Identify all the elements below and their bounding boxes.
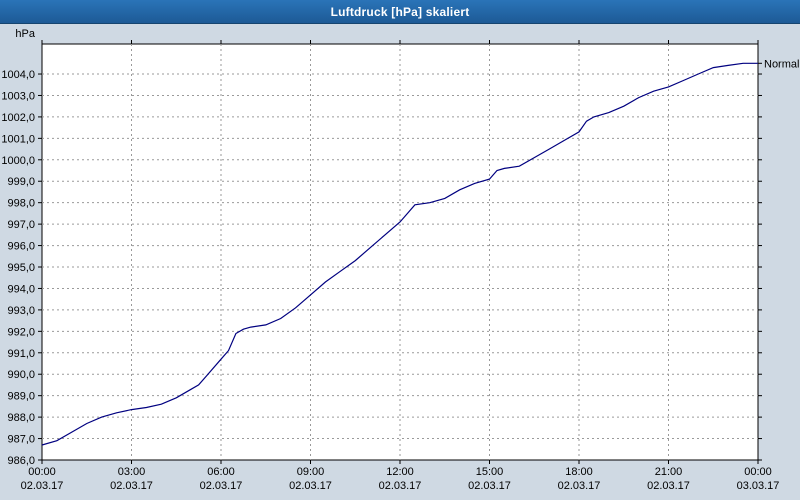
y-tick-label: 997,0	[7, 219, 35, 231]
x-tick-time: 00:00	[744, 466, 772, 478]
x-tick-time: 09:00	[297, 466, 325, 478]
x-tick-date: 02.03.17	[21, 480, 64, 492]
chart-area: 986,0 987,0 988,0 989,0 990,0 991,0 992,0 993,0…	[0, 24, 800, 500]
plot-area	[41, 43, 759, 461]
y-tick-label: 989,0	[7, 391, 35, 403]
x-tick-time: 21:00	[655, 466, 683, 478]
y-tick-label: 1001,0	[1, 133, 35, 145]
y-axis-unit: hPa	[15, 28, 35, 40]
y-tick-label: 996,0	[7, 241, 35, 253]
y-tick-label: 1000,0	[1, 155, 35, 167]
x-tick-date: 02.03.17	[110, 480, 153, 492]
x-tick-date: 02.03.17	[289, 480, 332, 492]
pressure-line	[41, 62, 758, 446]
x-tick-time: 03:00	[118, 466, 146, 478]
window-title-bar: Luftdruck [hPa] skaliert	[0, 0, 800, 24]
x-tick-time: 18:00	[565, 466, 593, 478]
x-tick-time: 06:00	[207, 466, 235, 478]
normal-label: Normal	[764, 58, 799, 70]
x-tick-time: 15:00	[476, 466, 504, 478]
x-tick-date: 02.03.17	[468, 480, 511, 492]
chart-svg: 986,0 987,0 988,0 989,0 990,0 991,0 992,0 993,0…	[1, 28, 799, 492]
x-tick-time: 12:00	[386, 466, 414, 478]
y-tick-label: 987,0	[7, 434, 35, 446]
y-tick-label: 993,0	[7, 305, 35, 317]
x-tick-date: 03.03.17	[737, 480, 780, 492]
y-tick-label: 1002,0	[1, 112, 35, 124]
y-tick-label: 994,0	[7, 283, 35, 295]
x-tick-time: 00:00	[28, 466, 56, 478]
y-tick-label: 1004,0	[1, 69, 35, 81]
x-tick-date: 02.03.17	[379, 480, 422, 492]
y-tick-label: 995,0	[7, 262, 35, 274]
y-tick-label: 988,0	[7, 412, 35, 424]
y-tick-label: 986,0	[7, 455, 35, 467]
x-tick-date: 02.03.17	[558, 480, 601, 492]
y-tick-label: 998,0	[7, 198, 35, 210]
y-tick-label: 999,0	[7, 176, 35, 188]
y-tick-label: 1003,0	[1, 90, 35, 102]
window-title: Luftdruck [hPa] skaliert	[330, 4, 470, 19]
x-tick-date: 02.03.17	[647, 480, 690, 492]
y-tick-label: 991,0	[7, 348, 35, 360]
x-tick-date: 02.03.17	[200, 480, 243, 492]
y-tick-label: 992,0	[7, 326, 35, 338]
y-tick-label: 990,0	[7, 369, 35, 381]
